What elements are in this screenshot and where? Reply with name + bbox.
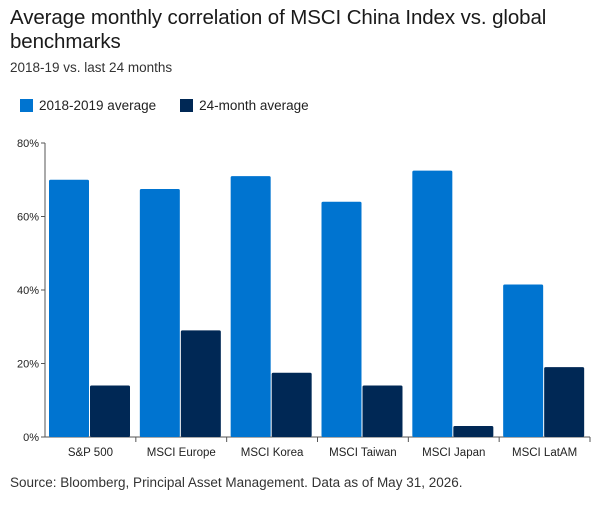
bar-2018-2019-5 xyxy=(503,284,544,437)
legend-item-2018-2019: 2018-2019 average xyxy=(20,98,156,113)
bar-24-month-0 xyxy=(90,385,130,437)
legend-label-2018-2019: 2018-2019 average xyxy=(39,98,157,113)
chart-legend: 2018-2019 average 24-month average xyxy=(20,98,333,113)
x-tick-label: S&P 500 xyxy=(68,447,113,459)
chart-title: Average monthly correlation of MSCI Chin… xyxy=(10,6,547,53)
bar-24-month-3 xyxy=(362,385,403,437)
bar-chart: 0% 20% 40% 60% 80% S&P 500 MSCI Europe MSCI Kor… xyxy=(17,138,591,459)
legend-swatch-24-month xyxy=(180,99,194,112)
chart-subtitle: 2018-19 vs. last 24 months xyxy=(10,60,173,75)
y-tick-label: 0% xyxy=(23,432,39,444)
bar-24-month-2 xyxy=(271,372,312,437)
bar-24-month-4 xyxy=(453,425,494,437)
y-tick-label: 60% xyxy=(17,212,39,224)
bar-24-month-1 xyxy=(180,330,221,437)
bar-2018-2019-0 xyxy=(49,179,89,437)
x-tick-label: MSCI Japan xyxy=(422,447,485,459)
bar-2018-2019-4 xyxy=(412,170,453,437)
bar-24-month-5 xyxy=(544,367,585,437)
y-tick-label: 40% xyxy=(17,285,39,297)
x-tick-label: MSCI Korea xyxy=(241,447,304,459)
x-tick-label: MSCI Taiwan xyxy=(329,447,397,459)
legend-label-24-month: 24-month average xyxy=(199,98,309,113)
y-tick-label: 20% xyxy=(17,359,39,371)
x-tick-label: MSCI Europe xyxy=(147,447,216,459)
bar-2018-2019-1 xyxy=(139,188,180,437)
x-tick-label: MSCI LatAM xyxy=(512,447,577,459)
bar-2018-2019-3 xyxy=(321,201,362,437)
legend-item-24-month: 24-month average xyxy=(180,98,309,113)
y-tick-label: 80% xyxy=(17,138,39,150)
bar-2018-2019-2 xyxy=(230,176,271,437)
source-note: Source: Bloomberg, Principal Asset Manag… xyxy=(10,475,463,490)
legend-swatch-2018-2019 xyxy=(20,99,33,112)
